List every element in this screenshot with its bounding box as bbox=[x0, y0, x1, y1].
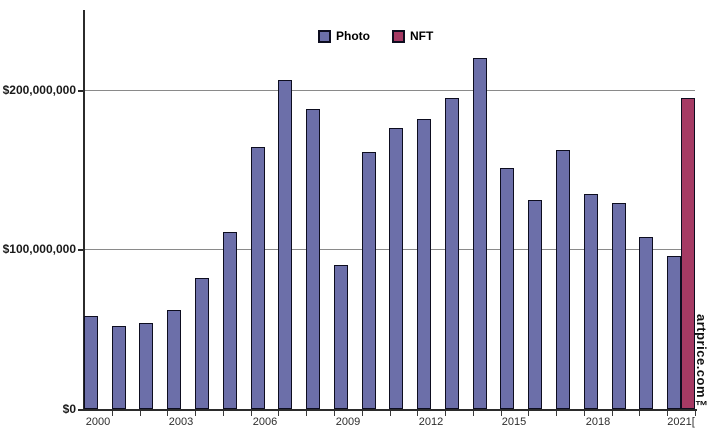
x-axis-label: 2021[ bbox=[667, 416, 695, 428]
artprice-watermark: artprice.com™ bbox=[694, 314, 709, 414]
photo-bar-2000 bbox=[84, 316, 98, 409]
y-gridline bbox=[84, 90, 695, 91]
photo-bar-2021 bbox=[667, 256, 681, 409]
photo-bar-2010 bbox=[362, 152, 376, 409]
legend-label-photo: Photo bbox=[336, 29, 370, 43]
x-axis-tick bbox=[556, 411, 557, 416]
x-axis-tick bbox=[501, 411, 502, 416]
x-axis-tick bbox=[639, 411, 640, 416]
legend: Photo NFT bbox=[318, 27, 433, 45]
photo-bar-2014 bbox=[473, 58, 487, 409]
x-axis-tick bbox=[362, 411, 363, 416]
photo-bar-2019 bbox=[612, 203, 626, 409]
y-axis-line bbox=[83, 10, 85, 411]
x-axis-tick bbox=[334, 411, 335, 416]
y-axis-label: $200,000,000 bbox=[2, 83, 76, 97]
photo-bar-2018 bbox=[584, 194, 598, 409]
x-axis-tick bbox=[390, 411, 391, 416]
x-axis-label: 2000 bbox=[85, 416, 111, 428]
x-axis-label: 2009 bbox=[335, 416, 361, 428]
photo-bar-2003 bbox=[167, 310, 181, 409]
photo-bar-2005 bbox=[223, 232, 237, 409]
photo-bar-2009 bbox=[334, 265, 348, 409]
x-axis-label: 2015 bbox=[501, 416, 527, 428]
x-axis-tick bbox=[167, 411, 168, 416]
photo-bar-2008 bbox=[306, 109, 320, 409]
x-axis-tick bbox=[445, 411, 446, 416]
x-axis-tick bbox=[195, 411, 196, 416]
legend-item-photo: Photo bbox=[318, 29, 370, 43]
photo-bar-2015 bbox=[500, 168, 514, 409]
x-axis-label: 2006 bbox=[252, 416, 278, 428]
y-axis-tick bbox=[78, 90, 85, 92]
legend-item-nft: NFT bbox=[392, 29, 433, 43]
photo-bar-2011 bbox=[389, 128, 403, 409]
photo-bar-2016 bbox=[528, 200, 542, 409]
x-axis-label: 2003 bbox=[168, 416, 194, 428]
x-axis-tick bbox=[251, 411, 252, 416]
x-axis-tick bbox=[584, 411, 585, 416]
y-axis-label: $0 bbox=[62, 402, 76, 416]
x-axis-tick bbox=[528, 411, 529, 416]
x-axis-tick bbox=[695, 411, 696, 416]
legend-label-nft: NFT bbox=[410, 29, 434, 43]
photo-bar-2017 bbox=[556, 150, 570, 409]
x-axis-tick bbox=[306, 411, 307, 416]
x-axis-tick bbox=[473, 411, 474, 416]
y-axis-tick bbox=[78, 409, 85, 411]
x-axis-tick bbox=[223, 411, 224, 416]
photo-bar-2004 bbox=[195, 278, 209, 409]
photo-bar-2007 bbox=[278, 80, 292, 409]
x-axis-label: 2018 bbox=[585, 416, 611, 428]
photo-bar-2020 bbox=[639, 237, 653, 409]
x-axis-tick bbox=[112, 411, 113, 416]
nft-bar-2021 bbox=[681, 98, 695, 409]
x-axis-tick bbox=[278, 411, 279, 416]
x-axis-line bbox=[83, 409, 697, 411]
nft-swatch-icon bbox=[392, 29, 405, 43]
photo-bar-2012 bbox=[417, 119, 431, 409]
x-axis-tick bbox=[140, 411, 141, 416]
photo-swatch-icon bbox=[318, 29, 331, 43]
photo-bar-2001 bbox=[112, 326, 126, 409]
x-axis-tick bbox=[667, 411, 668, 416]
x-axis-tick bbox=[612, 411, 613, 416]
photo-bar-2013 bbox=[445, 98, 459, 409]
photo-bar-2006 bbox=[251, 147, 265, 409]
y-axis-label: $100,000,000 bbox=[2, 242, 76, 256]
photo-bar-2002 bbox=[139, 323, 153, 409]
x-axis-label: 2012 bbox=[418, 416, 444, 428]
y-axis-tick bbox=[78, 249, 85, 251]
x-axis-tick bbox=[417, 411, 418, 416]
